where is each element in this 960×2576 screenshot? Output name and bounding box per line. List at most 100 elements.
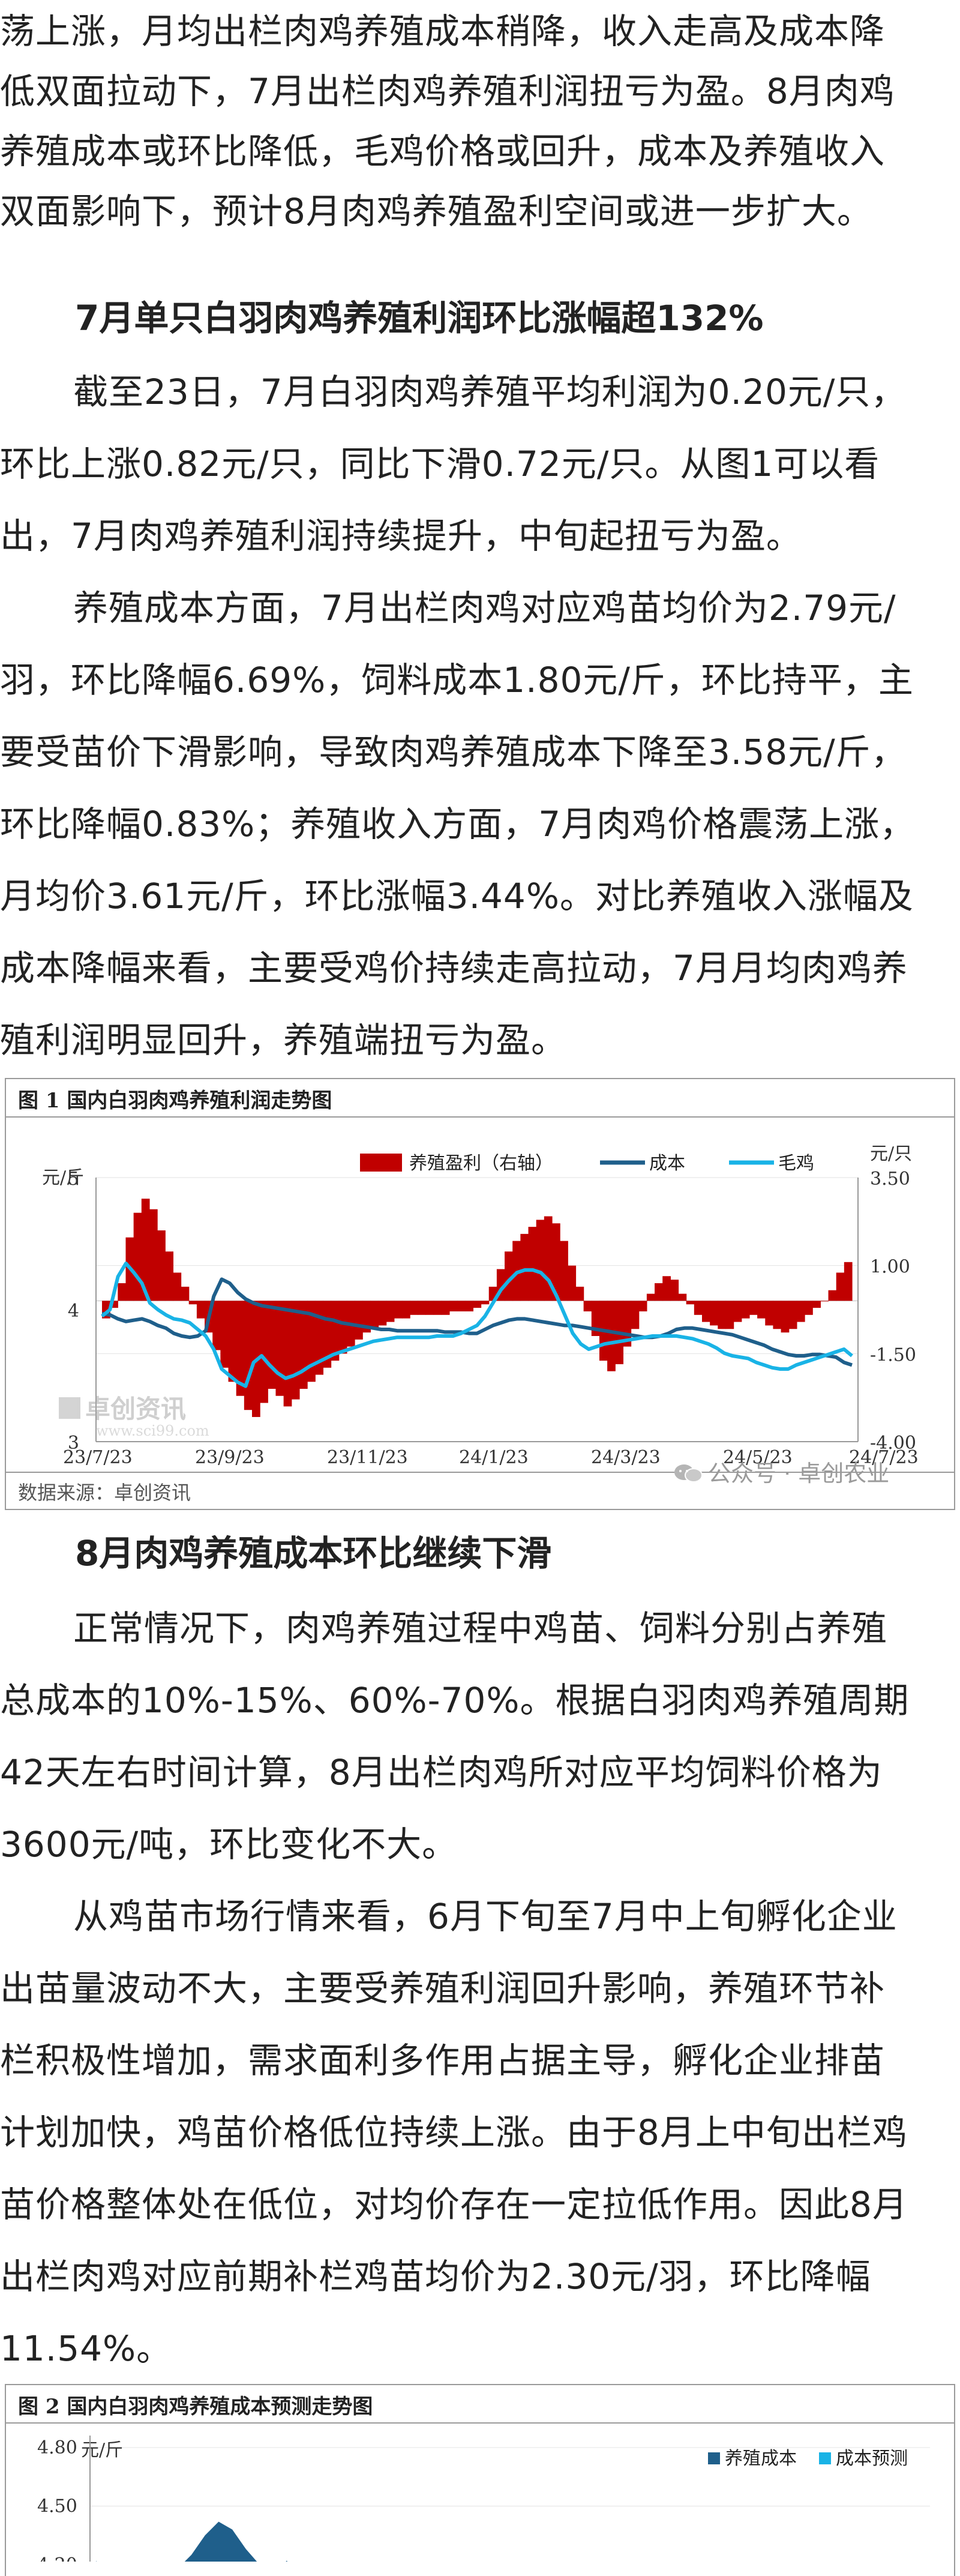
profit-bar xyxy=(196,1301,205,1319)
profit-bar xyxy=(836,1272,845,1301)
figure-rule xyxy=(6,1116,954,1118)
profit-bar xyxy=(733,1301,742,1322)
profit-bar xyxy=(402,1301,410,1319)
profit-bar xyxy=(662,1276,671,1301)
figure-1-source: 数据来源：卓创资讯 xyxy=(18,1481,191,1504)
profit-bar xyxy=(473,1301,482,1308)
x-tick-label: 23/7/23 xyxy=(63,1447,133,1468)
profit-bar xyxy=(560,1241,568,1301)
profit-bar xyxy=(307,1301,316,1382)
profit-bar xyxy=(528,1227,537,1301)
y-left-tick-label: 5 xyxy=(68,1169,79,1190)
profit-bar xyxy=(118,1283,127,1301)
profit-bar xyxy=(110,1301,118,1308)
profit-bar xyxy=(702,1301,710,1322)
text-line: 出栏肉鸡对应前期补栏鸡苗均价为2.30元/羽，环比降幅 xyxy=(0,2256,871,2297)
profit-bar xyxy=(236,1301,245,1396)
profit-bar xyxy=(710,1301,718,1326)
profit-bar xyxy=(505,1251,513,1301)
profit-bar xyxy=(244,1301,253,1410)
text-line: 双面影响下，预计8月肉鸡养殖盈利空间或进一步扩大。 xyxy=(0,191,872,232)
profit-bar xyxy=(465,1301,474,1311)
text-line: 羽，环比降幅6.69%，饲料成本1.80元/斤，环比持平，主 xyxy=(0,660,914,700)
text-line: 总成本的10%-15%、60%-70%。根据白羽肉鸡养殖周期 xyxy=(0,1680,910,1721)
profit-bar xyxy=(568,1265,577,1301)
profit-bar xyxy=(149,1209,158,1301)
text-line: 计划加快，鸡苗价格低位持续上涨。由于8月上中旬出栏鸡 xyxy=(0,2112,908,2153)
profit-bar xyxy=(718,1301,727,1329)
profit-bar xyxy=(686,1301,695,1305)
figure-2-title: 图 2 国内白羽肉鸡养殖成本预测走势图 xyxy=(18,2395,373,2419)
text-line: 3600元/吨，环比变化不大。 xyxy=(0,1824,458,1865)
profit-bar xyxy=(694,1301,703,1315)
y-left-tick-label: 4 xyxy=(68,1301,79,1322)
text-line: 养殖成本方面，7月出栏肉鸡对应鸡苗均价为2.79元/ xyxy=(73,588,896,628)
text-line: 成本降幅来看，主要受鸡价持续走高拉动，7月月均肉鸡养 xyxy=(0,948,908,989)
legend-label: 毛鸡 xyxy=(778,1153,814,1174)
profit-bar xyxy=(188,1301,197,1305)
profit-bar xyxy=(181,1286,190,1301)
legend-label: 成本 xyxy=(649,1153,685,1174)
text-line: 出苗量波动不大，主要受养殖利润回升影响，养殖环节补 xyxy=(0,1968,886,2009)
profit-bar xyxy=(631,1301,640,1329)
profit-bar xyxy=(165,1251,174,1301)
profit-bar xyxy=(275,1301,284,1396)
profit-bar xyxy=(607,1301,616,1371)
profit-bar xyxy=(338,1301,347,1354)
profit-bar xyxy=(552,1223,560,1301)
live-chicken-line xyxy=(101,1262,853,1388)
profit-bar xyxy=(220,1301,229,1368)
x-tick-label: 24/5/23 xyxy=(723,1447,793,1468)
profit-bar xyxy=(433,1301,442,1315)
text-line: 正常情况下，肉鸡养殖过程中鸡苗、饲料分别占养殖 xyxy=(73,1608,888,1649)
figure-rule xyxy=(6,2422,954,2424)
profit-bar xyxy=(378,1301,387,1326)
profit-bar xyxy=(749,1301,758,1315)
text-line: 月均价3.61元/斤，环比涨幅3.44%。对比养殖收入涨幅及 xyxy=(0,876,914,916)
profit-bar xyxy=(796,1301,805,1322)
profit-bar xyxy=(441,1301,450,1315)
profit-bar xyxy=(457,1301,466,1311)
y-right-tick-label: 1.00 xyxy=(870,1257,910,1278)
cost-area xyxy=(96,2521,288,2562)
profit-bar xyxy=(812,1301,821,1308)
profit-bar xyxy=(394,1301,403,1319)
cost-line xyxy=(101,1277,853,1367)
profit-bar xyxy=(670,1280,679,1301)
wechat-watermark-text: 公众号 · 卓创农业 xyxy=(708,1460,890,1487)
y-left-unit: 元/斤 xyxy=(42,1167,84,1188)
profit-bar xyxy=(678,1293,687,1301)
text-line: 要受苗价下滑影响，导致肉鸡养殖成本下降至3.58元/斤， xyxy=(0,732,907,772)
y-right-tick-label: -1.50 xyxy=(870,1344,916,1365)
x-tick-label: 24/3/23 xyxy=(591,1447,661,1468)
x-tick-label: 24/1/23 xyxy=(459,1447,529,1468)
profit-bar xyxy=(212,1301,221,1350)
profit-bar xyxy=(757,1301,766,1319)
x-tick-label: 24/7/23 xyxy=(849,1447,919,1468)
profit-bar xyxy=(773,1301,782,1329)
cost-forecast-chart: 4.80 4.50 4.20 元/斤 养殖成本 成本预测 xyxy=(37,2436,930,2562)
text-line: 殖利润明显回升，养殖端扭亏为盈。 xyxy=(0,1020,567,1061)
profit-bar xyxy=(575,1286,584,1301)
profit-bar xyxy=(781,1301,790,1333)
figure-rule xyxy=(6,1472,954,1473)
profit-bar xyxy=(268,1301,277,1389)
profit-bar xyxy=(425,1301,434,1315)
figure-1-title: 图 1 国内白羽肉鸡养殖利润走势图 xyxy=(18,1089,332,1113)
text-line: 截至23日，7月白羽肉鸡养殖平均利润为0.20元/只， xyxy=(73,372,907,412)
y-tick-label: 4.50 xyxy=(37,2496,77,2517)
text-line: 环比降幅0.83%；养殖收入方面，7月肉鸡价格震荡上涨， xyxy=(0,804,916,844)
watermark-logo-text: 卓创资讯 xyxy=(85,1394,186,1424)
profit-bar xyxy=(133,1212,142,1301)
profit-bar xyxy=(646,1293,655,1301)
profit-bar xyxy=(173,1272,182,1301)
profit-bar xyxy=(520,1233,529,1301)
text-line: 11.54%。 xyxy=(0,2328,172,2369)
y-tick-label: 4.80 xyxy=(37,2437,77,2458)
text-line: 出，7月肉鸡养殖利润持续提升，中旬起扭亏为盈。 xyxy=(0,516,802,556)
y-right-unit: 元/只 xyxy=(870,1143,912,1164)
wechat-watermark: 公众号 · 卓创农业 xyxy=(673,1455,889,1488)
sci99-logo-icon xyxy=(59,1397,80,1419)
text-line: 从鸡苗市场行情来看，6月下旬至7月中上旬孵化企业 xyxy=(73,1896,898,1937)
watermark-url: www.sci99.com xyxy=(96,1422,209,1439)
